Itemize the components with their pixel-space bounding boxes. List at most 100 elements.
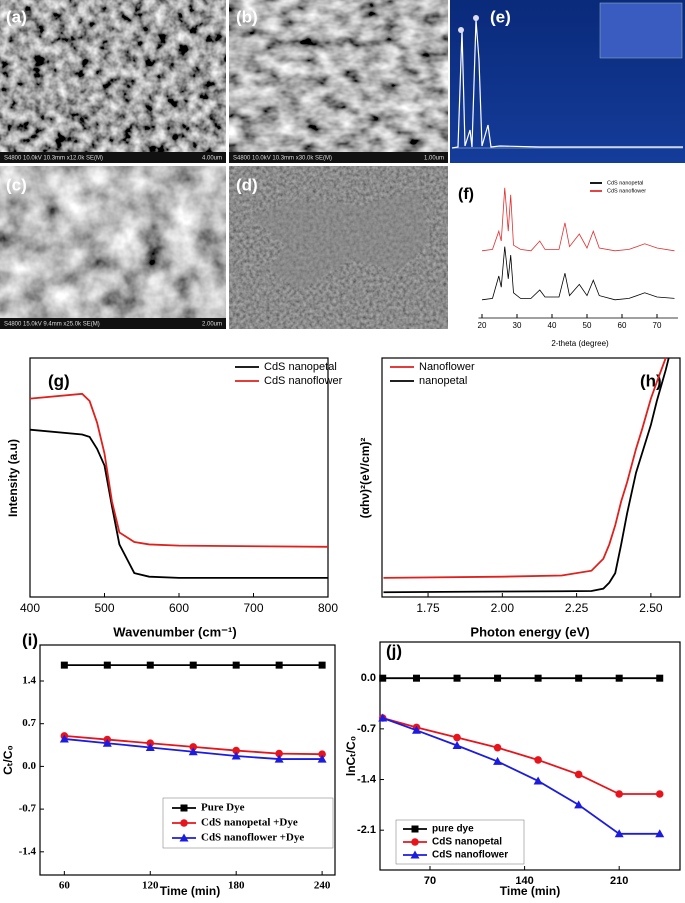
y-axis-label: Cₜ/C₀ bbox=[1, 745, 15, 775]
x-tick-label: 50 bbox=[583, 321, 592, 330]
y-tick-label: 1.4 bbox=[22, 675, 36, 687]
marker bbox=[275, 661, 283, 669]
y-tick-label: -1.4 bbox=[19, 845, 37, 857]
x-tick-label: 400 bbox=[20, 601, 40, 615]
y-tick-label: 0.0 bbox=[22, 760, 36, 772]
marker bbox=[452, 741, 462, 750]
x-tick-label: 2.25 bbox=[565, 601, 589, 615]
x-tick-label: 70 bbox=[653, 321, 662, 330]
x-tick-label: 70 bbox=[424, 875, 436, 887]
marker bbox=[188, 747, 198, 756]
marker bbox=[232, 661, 240, 669]
series-line bbox=[382, 717, 660, 795]
x-tick-label: 240 bbox=[314, 880, 331, 892]
marker bbox=[379, 674, 387, 682]
panel-label: (e) bbox=[490, 7, 511, 26]
marker bbox=[615, 674, 623, 682]
marker bbox=[274, 754, 284, 763]
marker bbox=[146, 661, 154, 669]
legend-marker bbox=[179, 833, 189, 842]
y-tick-label: -0.7 bbox=[357, 723, 376, 735]
panel-label: (b) bbox=[236, 7, 258, 26]
marker bbox=[656, 674, 664, 682]
marker bbox=[655, 790, 664, 798]
marker bbox=[189, 661, 197, 669]
x-axis-label: 2-theta (degree) bbox=[551, 339, 609, 348]
x-tick-label: 20 bbox=[478, 321, 487, 330]
marker bbox=[232, 746, 240, 755]
sem-scale: 2.00um bbox=[202, 322, 222, 328]
marker bbox=[615, 790, 623, 798]
x-axis-label: Time (min) bbox=[500, 884, 560, 898]
marker bbox=[102, 738, 112, 747]
series-line bbox=[29, 392, 329, 548]
marker bbox=[533, 776, 543, 785]
legend-marker bbox=[411, 825, 419, 833]
sem-footer: S4800 10.0kV 10.3mm x12.0k SE(M) bbox=[4, 156, 103, 162]
marker bbox=[575, 674, 583, 682]
sem-scale: 1.00um bbox=[424, 156, 444, 162]
legend-label: CdS nanopetal bbox=[432, 837, 502, 848]
marker bbox=[574, 800, 584, 809]
y-axis-label: Intensity (a.u) bbox=[6, 439, 20, 517]
marker bbox=[189, 743, 198, 751]
legend-label: CdS nanoflower bbox=[432, 850, 508, 861]
chart: 1.75 2.00 2.25 2.50 (h) Photon energy (eV) (αh… bbox=[358, 357, 681, 639]
marker bbox=[103, 661, 111, 669]
chart: 400 500 600 700 800 (g) Wavenumber (cm⁻¹) Inten… bbox=[6, 357, 343, 639]
sem-image-d: (d) bbox=[229, 166, 448, 329]
y-tick-label: -2.1 bbox=[357, 824, 376, 836]
sem-image-c: S4800 15.0kV 9.4mm x25.0k SE(M) 2.00um (… bbox=[0, 166, 226, 329]
x-axis-label: Wavenumber (cm⁻¹) bbox=[113, 624, 236, 639]
legend-marker bbox=[180, 804, 188, 812]
series-line bbox=[29, 428, 328, 579]
marker bbox=[275, 749, 283, 758]
marker bbox=[145, 742, 155, 751]
sem-footer: S4800 10.0kV 10.3mm x30.0k SE(M) bbox=[233, 156, 332, 162]
plot-frame bbox=[381, 357, 681, 598]
marker bbox=[60, 661, 68, 669]
y-axis-label: lnCₜ/C₀ bbox=[344, 736, 358, 776]
legend: pure dye CdS nanopetal CdS nanoflower bbox=[395, 819, 525, 865]
marker bbox=[574, 770, 583, 779]
legend: Pure Dye CdS nanopetal +Dye CdS nanoflower… bbox=[162, 797, 334, 849]
series-line bbox=[382, 717, 660, 835]
x-axis-label: Photon energy (eV) bbox=[470, 624, 589, 639]
y-tick-label: -0.7 bbox=[19, 803, 37, 815]
marker bbox=[655, 829, 665, 838]
legend-label: pure dye bbox=[432, 824, 474, 835]
sem-footer: S4800 15.0kV 9.4mm x25.0k SE(M) bbox=[4, 322, 100, 328]
eds-spectrum: (e) bbox=[450, 0, 685, 163]
panel-label: (j) bbox=[386, 641, 402, 660]
marker bbox=[493, 743, 502, 752]
marker bbox=[412, 674, 420, 682]
legend-marker bbox=[410, 850, 420, 859]
x-tick-label: 120 bbox=[142, 880, 159, 892]
marker bbox=[453, 733, 461, 742]
panel-label: (h) bbox=[640, 371, 662, 390]
marker bbox=[534, 674, 542, 682]
legend-label: CdS nanoflower +Dye bbox=[201, 832, 304, 844]
chart: 60 120 180 240 1.4 0.7 0.0 -0.7 -1.4 (i) Time (min… bbox=[1, 630, 336, 898]
marker bbox=[453, 674, 461, 682]
marker bbox=[411, 725, 421, 734]
x-tick-label: 180 bbox=[228, 880, 245, 892]
x-tick-label: 140 bbox=[515, 875, 533, 887]
legend-label: nanopetal bbox=[419, 375, 467, 387]
legend-label: Pure Dye bbox=[201, 802, 245, 814]
panel-label: (d) bbox=[236, 175, 258, 194]
marker bbox=[494, 674, 502, 682]
sem-scale: 4.00um bbox=[202, 156, 222, 162]
x-tick-label: 40 bbox=[548, 321, 557, 330]
marker bbox=[493, 756, 503, 765]
panel-label: (g) bbox=[48, 371, 70, 390]
legend-marker bbox=[411, 838, 419, 846]
y-tick-label: 0.7 bbox=[22, 717, 36, 729]
legend-label: Nanoflower bbox=[419, 361, 475, 373]
x-tick-label: 2.50 bbox=[639, 601, 663, 615]
legend-label: CdS nanoflower bbox=[607, 188, 646, 194]
x-tick-label: 60 bbox=[618, 321, 627, 330]
x-tick-label: 600 bbox=[169, 601, 189, 615]
panel-label: (a) bbox=[6, 7, 27, 26]
